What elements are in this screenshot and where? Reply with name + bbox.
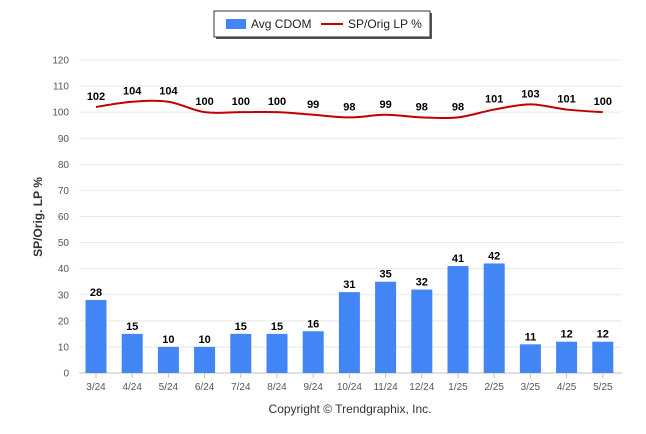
legend-swatch-avg-cdom xyxy=(226,19,246,29)
x-tick-label: 8/24 xyxy=(267,382,287,393)
bar xyxy=(194,346,216,373)
line-value-label: 100 xyxy=(268,96,286,108)
x-tick-label: 6/24 xyxy=(195,382,215,393)
bar-value-label: 16 xyxy=(307,318,319,330)
bar-value-label: 15 xyxy=(271,321,283,333)
x-tick-label: 5/25 xyxy=(593,382,613,393)
bar-value-label: 10 xyxy=(198,334,210,346)
bar-value-label: 15 xyxy=(235,321,247,333)
legend-label-avg-cdom: Avg CDOM xyxy=(251,17,311,31)
bar-value-label: 35 xyxy=(379,269,391,281)
line-value-label: 98 xyxy=(452,101,464,113)
line-value-label: 100 xyxy=(232,96,250,108)
bar-value-label: 10 xyxy=(162,334,174,346)
bar xyxy=(447,266,469,373)
legend: Avg CDOM SP/Orig LP % xyxy=(213,10,432,39)
y-axis-label: SP/Orig. LP % xyxy=(31,177,45,257)
line-value-label: 101 xyxy=(485,94,503,106)
x-tick-label: 5/24 xyxy=(159,382,179,393)
line-value-label: 101 xyxy=(557,94,575,106)
x-tick-label: 10/24 xyxy=(337,382,362,393)
bar xyxy=(338,292,360,373)
y-tick-label: 70 xyxy=(58,186,70,197)
y-tick-label: 60 xyxy=(58,212,70,223)
legend-label-sp-orig-lp: SP/Orig LP % xyxy=(348,17,422,31)
y-tick-label: 10 xyxy=(58,342,70,353)
bar-value-label: 41 xyxy=(452,253,464,265)
line-value-label: 102 xyxy=(87,91,105,103)
x-tick-label: 3/24 xyxy=(86,382,106,393)
bar xyxy=(230,333,252,373)
bar-value-label: 12 xyxy=(560,329,572,341)
x-tick-label: 4/25 xyxy=(557,382,577,393)
x-tick-label: 1/25 xyxy=(448,382,468,393)
y-tick-label: 40 xyxy=(58,264,70,275)
y-tick-label: 30 xyxy=(58,290,70,301)
y-axis-ticks: 0 10 20 30 40 50 60 70 80 90 100 110 120 xyxy=(52,56,69,380)
bar xyxy=(157,346,179,373)
line-value-label: 104 xyxy=(123,86,142,98)
bar xyxy=(556,341,578,373)
bar-value-label: 32 xyxy=(416,277,428,289)
x-tick-label: 11/24 xyxy=(373,382,398,393)
y-tick-label: 110 xyxy=(53,82,69,93)
bar-series-avg-cdom: 28 15 10 10 15 15 16 31 35 32 41 42 11 12 12 xyxy=(85,250,614,373)
bar xyxy=(519,344,541,373)
line-value-label: 99 xyxy=(307,99,319,111)
y-tick-label: 120 xyxy=(52,56,69,67)
line-value-label: 98 xyxy=(416,101,428,113)
bar xyxy=(85,299,107,373)
x-tick-label: 7/24 xyxy=(231,382,251,393)
bar xyxy=(375,281,397,373)
line-value-label: 100 xyxy=(594,96,612,108)
bar xyxy=(411,289,433,373)
y-tick-label: 100 xyxy=(52,108,69,119)
y-tick-label: 90 xyxy=(58,134,70,145)
bar xyxy=(302,331,324,373)
x-tick-label: 4/24 xyxy=(122,382,142,393)
bar-value-label: 15 xyxy=(126,321,138,333)
y-tick-label: 50 xyxy=(58,238,70,249)
line-value-label: 98 xyxy=(343,101,355,113)
y-tick-label: 80 xyxy=(58,160,70,171)
x-tick-label: 12/24 xyxy=(409,382,434,393)
bar-value-label: 28 xyxy=(90,287,102,299)
copyright-text: Copyright © Trendgraphix, Inc. xyxy=(269,402,432,416)
x-axis-ticks: 3/24 4/24 5/24 6/24 7/24 8/24 9/24 10/24 11/24 12… xyxy=(86,373,613,393)
line-series-sp-orig-lp: 102 104 104 100 100 100 99 98 99 98 98 101 103 101 100 xyxy=(87,86,612,120)
line-value-label: 100 xyxy=(195,96,213,108)
y-tick-label: 0 xyxy=(63,369,69,380)
bar-value-label: 31 xyxy=(343,279,355,291)
bar xyxy=(592,341,614,373)
line-value-label: 103 xyxy=(521,88,539,100)
bar xyxy=(121,333,143,373)
bar-value-label: 12 xyxy=(597,329,609,341)
x-tick-label: 3/25 xyxy=(521,382,541,393)
bar-value-label: 42 xyxy=(488,250,500,262)
bar-value-label: 11 xyxy=(525,331,537,343)
line-value-label: 104 xyxy=(159,86,178,98)
line-path xyxy=(95,99,603,120)
line-value-label: 99 xyxy=(379,99,391,111)
x-tick-label: 2/25 xyxy=(484,382,504,393)
bar xyxy=(483,263,505,373)
bar xyxy=(266,333,288,373)
x-tick-label: 9/24 xyxy=(303,382,323,393)
y-tick-label: 20 xyxy=(58,316,70,327)
